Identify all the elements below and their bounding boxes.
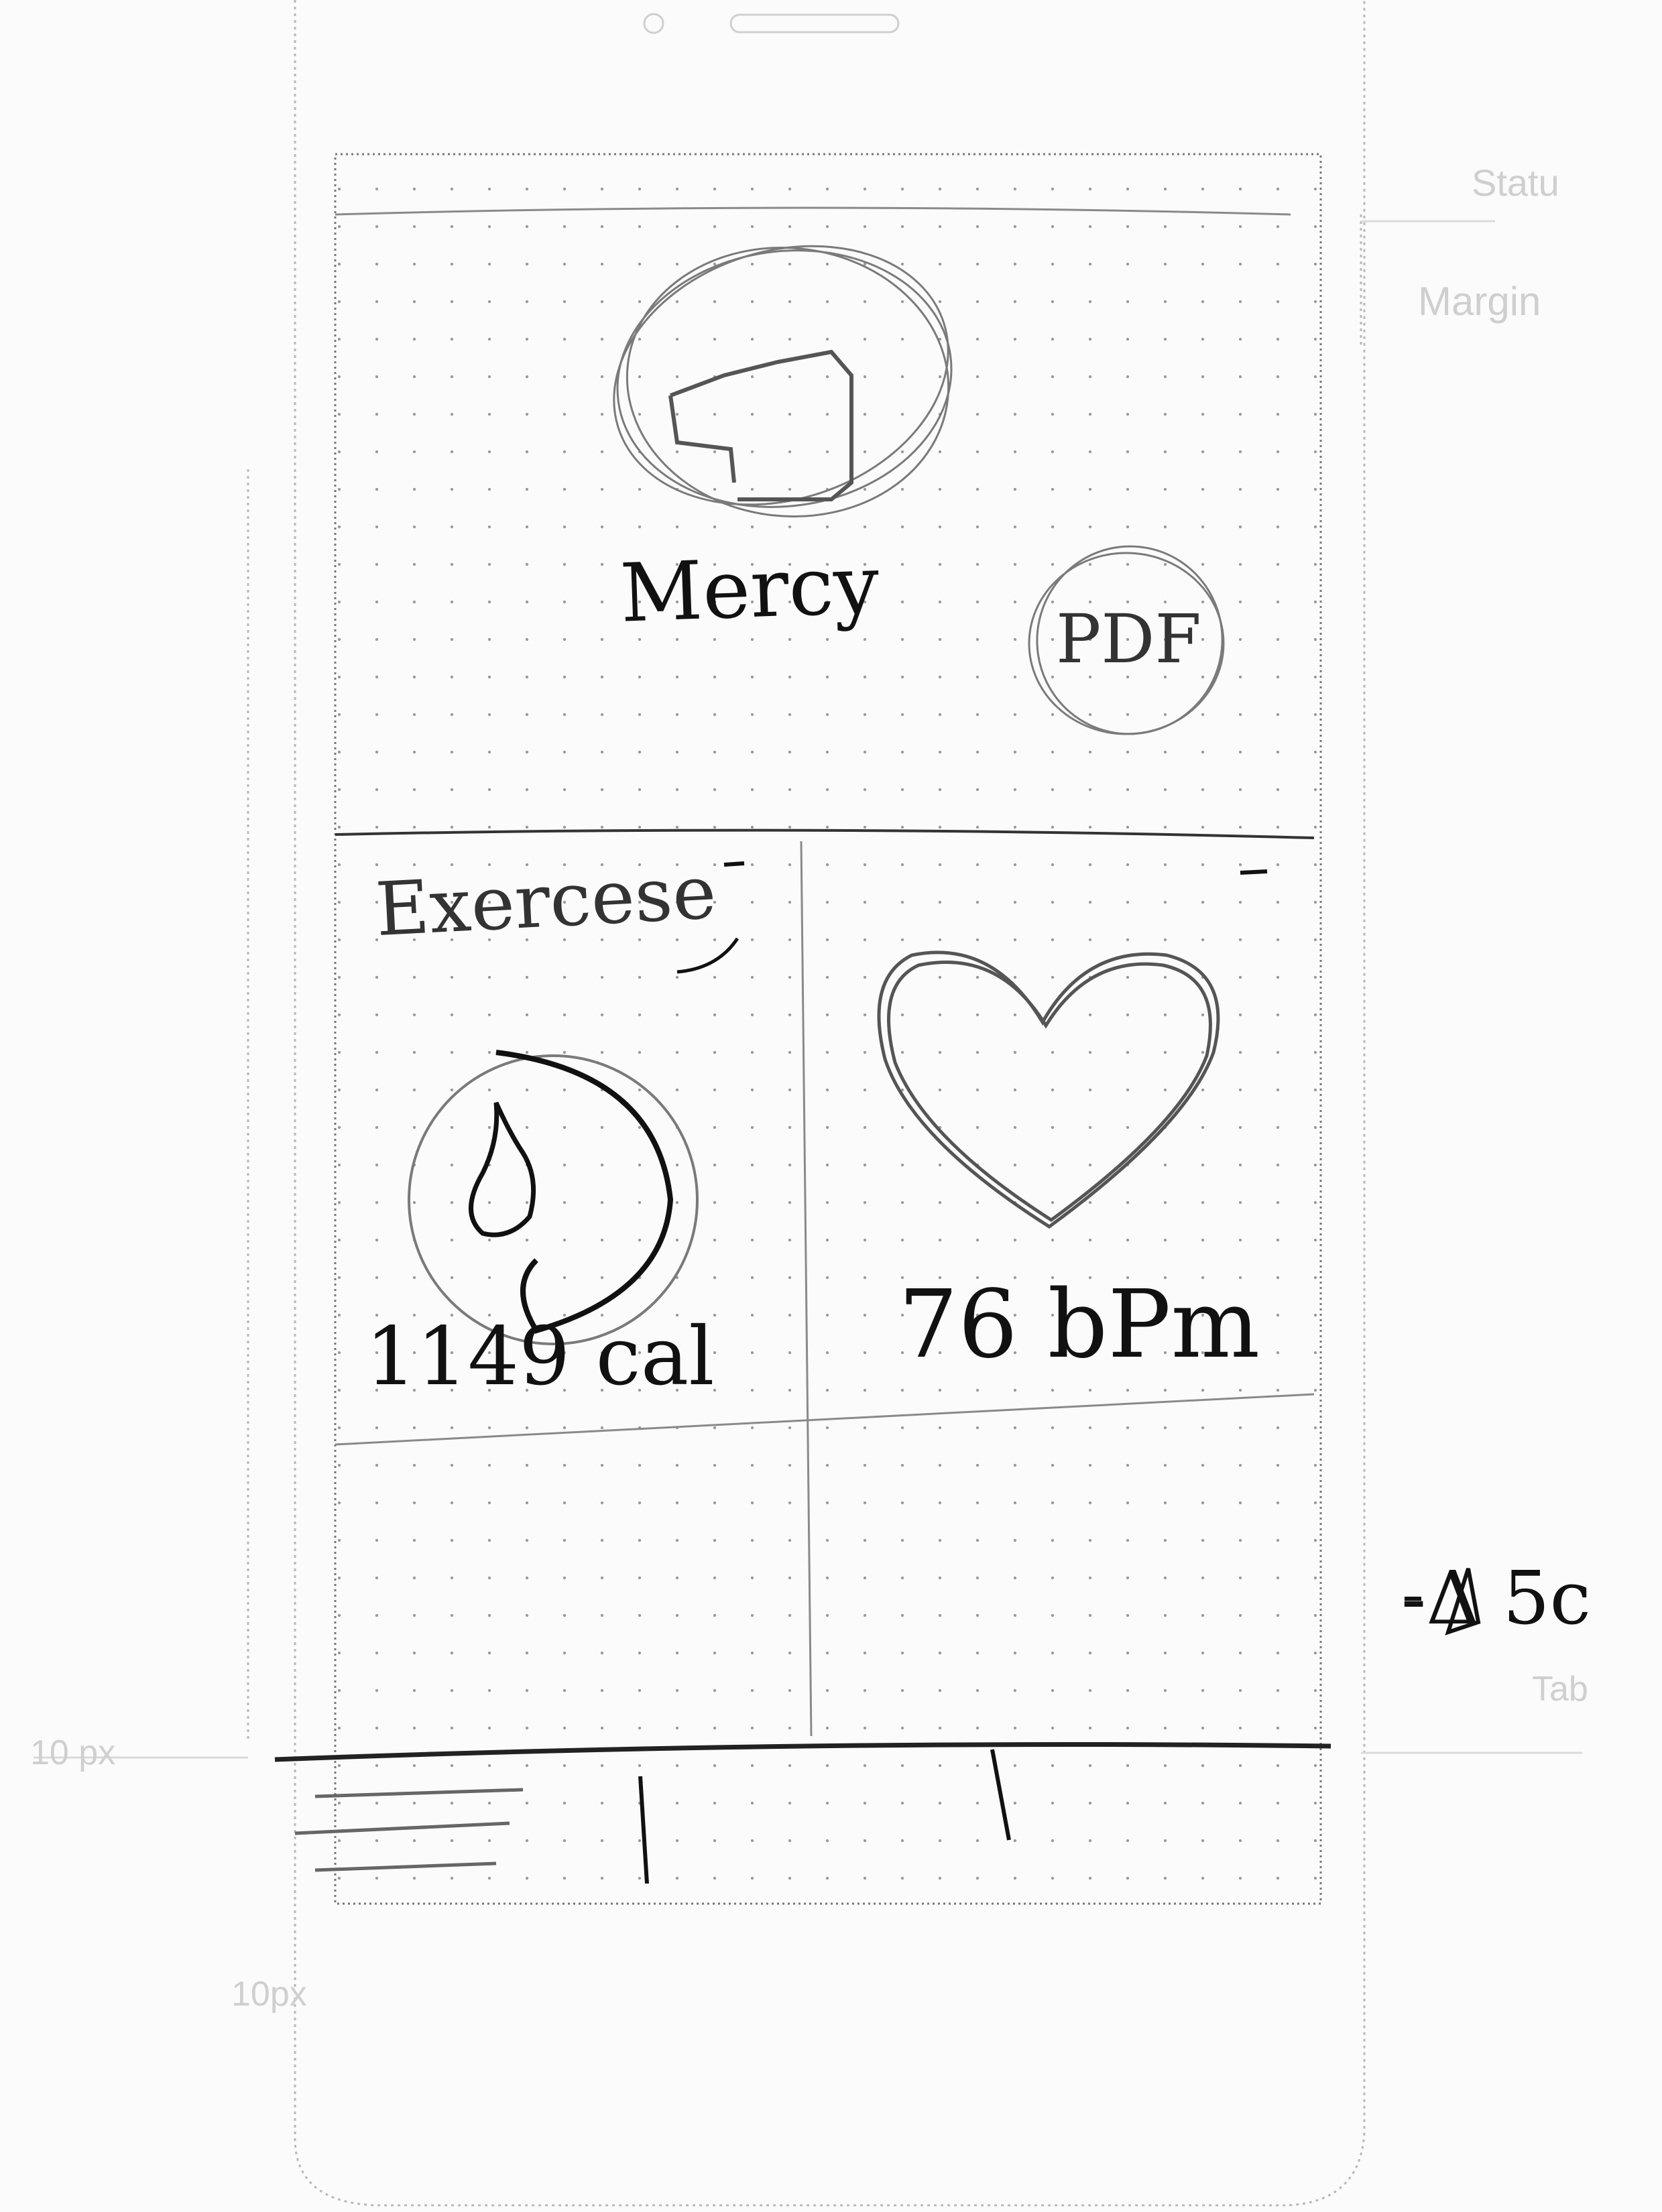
tab-divider-1[interactable] xyxy=(638,1776,649,1884)
exercise-title-underline xyxy=(676,937,739,974)
cards-bottom-divider xyxy=(335,1393,1315,1446)
status-bar-line xyxy=(335,206,1291,216)
phone-outline xyxy=(247,0,1366,2207)
left-dim-label: 10 px xyxy=(30,1733,116,1772)
heart-card-menu-tick[interactable] xyxy=(1240,869,1268,875)
tab-divider-2[interactable] xyxy=(990,1749,1011,1841)
screen-dot-grid xyxy=(334,153,1322,1905)
cards-top-divider xyxy=(335,828,1315,839)
calorie-value: 1149 cal xyxy=(365,1310,715,1404)
tab-spec-label: Tab xyxy=(1532,1670,1588,1709)
pdf-button[interactable]: PDF xyxy=(1056,600,1201,678)
phone-speaker xyxy=(643,13,900,34)
pdf-button-circle[interactable] xyxy=(1020,529,1240,751)
exercise-card-menu-tick[interactable] xyxy=(723,861,745,867)
spec-lines xyxy=(34,220,1582,1759)
tab-bar-scribbles xyxy=(294,1788,524,1872)
user-name: Mercy xyxy=(618,538,881,641)
delta-mark-icon xyxy=(1445,1568,1481,1636)
flame-icon xyxy=(469,1101,536,1237)
heart-rate-value: 76 bPm xyxy=(898,1270,1260,1379)
heart-icon xyxy=(877,950,1220,1229)
tab-bar-top-line xyxy=(274,1742,1331,1762)
exercise-card-title: Exercese xyxy=(373,849,719,953)
bottom-dim-label: 10px xyxy=(231,1975,307,2014)
avatar[interactable] xyxy=(580,204,982,546)
margin-spec-label: Margin xyxy=(1418,279,1541,324)
calorie-ring xyxy=(408,1050,699,1345)
side-annotation: -Δ 5c xyxy=(1401,1555,1592,1641)
cards-vertical-divider xyxy=(800,841,813,1737)
status-spec-label: Statu xyxy=(1472,162,1559,204)
